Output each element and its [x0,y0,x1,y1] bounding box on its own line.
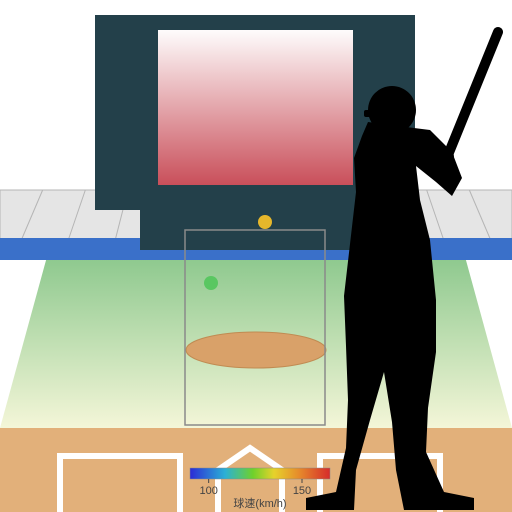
pitch-location-chart: 100 150 球速(km/h) [0,0,512,512]
pitch-marker [258,215,272,229]
scoreboard-panel [158,30,353,185]
legend-tick-label: 100 [199,485,217,497]
legend-label: 球速(km/h) [233,496,286,510]
pitch-marker [204,276,218,290]
legend-tick-label: 150 [293,485,311,497]
pitchers-mound [186,332,326,368]
